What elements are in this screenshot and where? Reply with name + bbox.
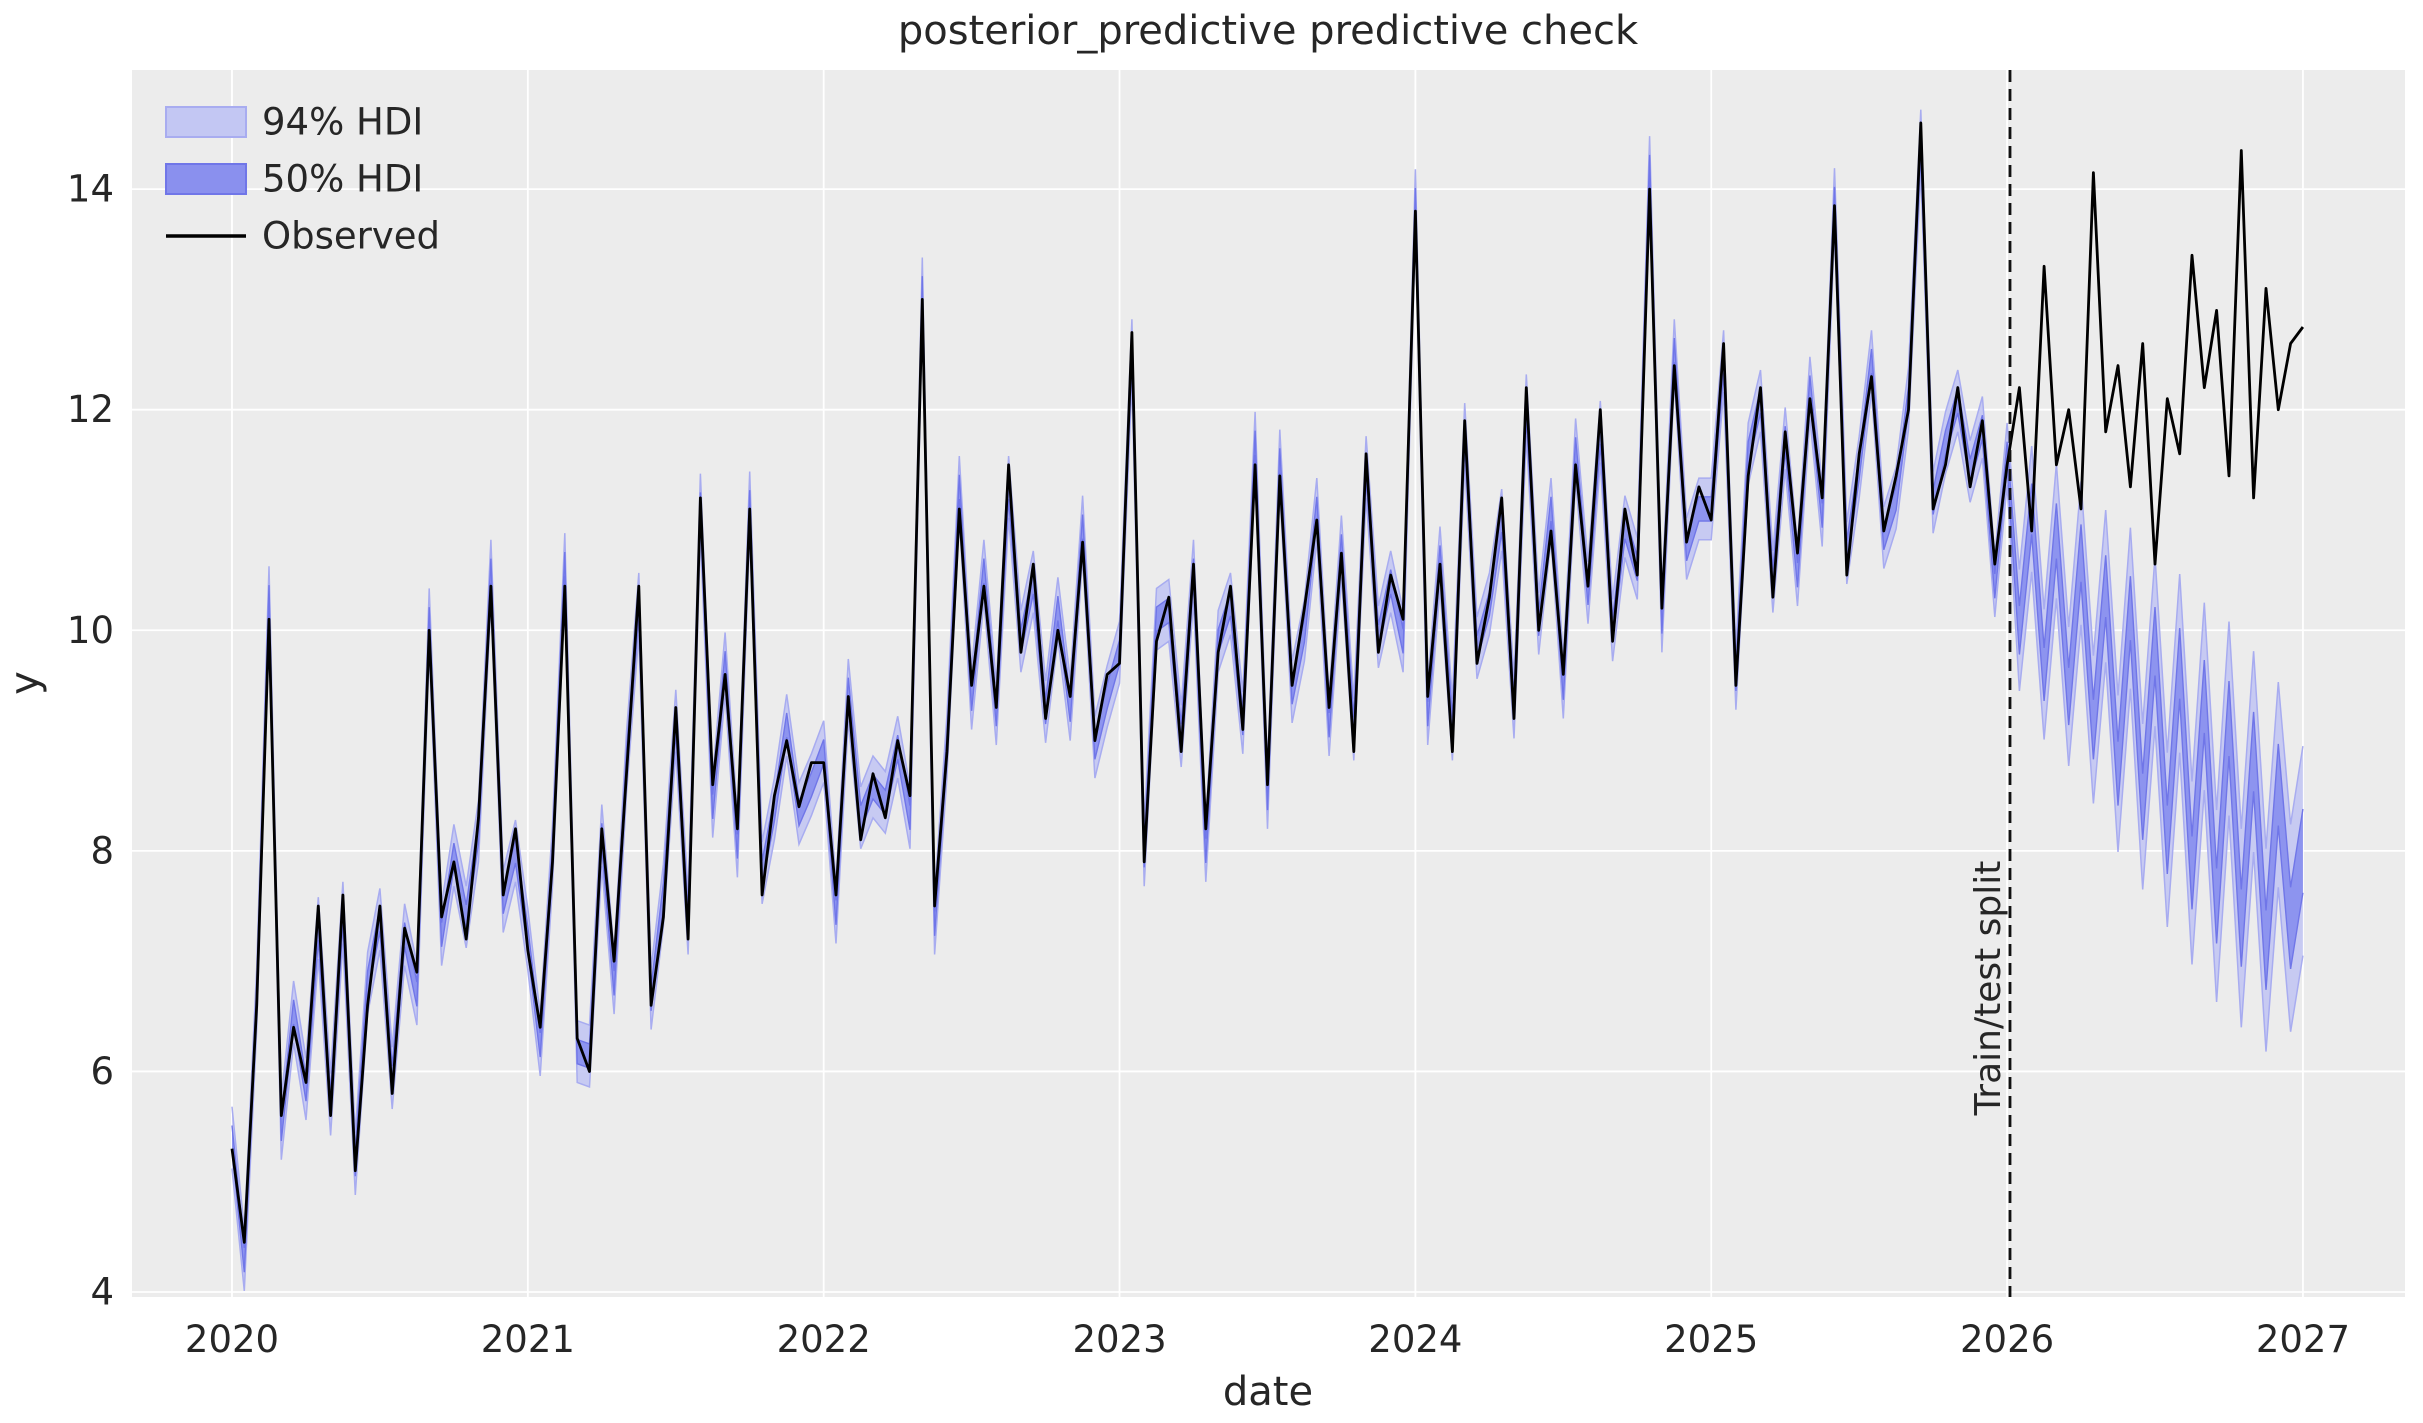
grid-lines (132, 70, 2405, 1297)
y-tick-label-12: 12 (67, 388, 114, 431)
legend-label-observed: Observed (262, 215, 440, 258)
plot-area (132, 70, 2405, 1297)
x-tick-label-2026: 2026 (1960, 1318, 2054, 1361)
axis-ticks: 2020 2021 2022 2023 2024 2025 2026 2027 4 6 8 10 12 1… (67, 168, 2350, 1361)
y-axis-label: y (2, 671, 48, 695)
y-tick-label-14: 14 (67, 168, 114, 211)
x-tick-label-2023: 2023 (1072, 1318, 1166, 1361)
x-tick-label-2021: 2021 (481, 1318, 575, 1361)
x-tick-label-2027: 2027 (2256, 1318, 2350, 1361)
observed-line (230, 121, 2305, 1244)
hdi-50-band-lower-edge (231, 152, 2304, 1273)
x-tick-label-2025: 2025 (1664, 1318, 1758, 1361)
y-tick-label-6: 6 (90, 1050, 114, 1093)
legend: 94% HDI 50% HDI Observed (165, 101, 440, 258)
legend-swatch-50-hdi (165, 163, 247, 195)
x-axis-label: date (1223, 1369, 1313, 1415)
y-tick-label-10: 10 (67, 609, 114, 652)
legend-label-94-hdi: 94% HDI (262, 101, 423, 144)
legend-label-50-hdi: 50% HDI (262, 158, 423, 201)
legend-swatch-94-hdi (165, 106, 247, 138)
y-tick-label-8: 8 (90, 829, 114, 872)
x-tick-label-2020: 2020 (185, 1318, 279, 1361)
hdi-94-band-lower-edge (231, 171, 2304, 1291)
x-tick-label-2024: 2024 (1368, 1318, 1462, 1361)
train-test-split-label: Train/test split (1968, 861, 2009, 1117)
y-tick-label-4: 4 (90, 1271, 114, 1314)
chart-title: posterior_predictive predictive check (898, 8, 1639, 54)
x-tick-label-2022: 2022 (777, 1318, 871, 1361)
